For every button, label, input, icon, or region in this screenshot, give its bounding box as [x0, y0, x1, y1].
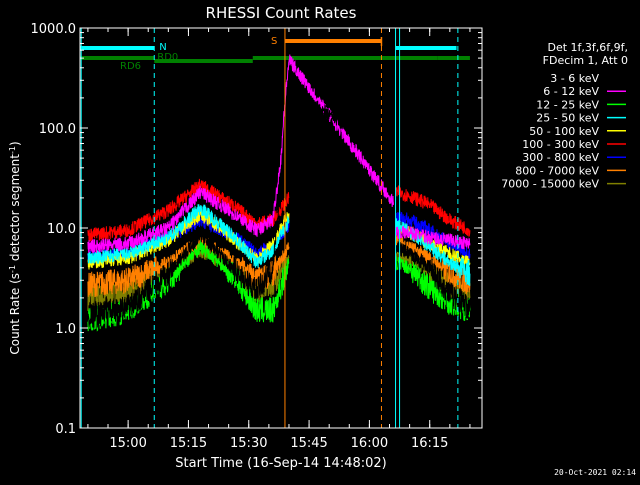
plot-axes: 0.1 1.0 10.0 100.0 1000.0 15:00 15:15 15:30 15:4… — [31, 22, 483, 451]
y-tick-label: 1.0 — [55, 322, 76, 337]
legend-label: 50 - 100 keV — [529, 125, 599, 138]
series-line-3-6keV — [87, 85, 394, 328]
chart-title: RHESSI Count Rates — [206, 4, 357, 22]
time-markers — [80, 28, 459, 428]
y-tick-label: 1000.0 — [31, 22, 77, 37]
night-flag-label: N — [159, 42, 166, 53]
series-line-12-25keV — [87, 240, 290, 332]
legend-label: 12 - 25 keV — [536, 98, 599, 111]
y-tick-label: 0.1 — [55, 422, 76, 437]
rd6-flag-label: RD6 — [120, 61, 141, 72]
legend-label: 25 - 50 keV — [536, 112, 599, 125]
x-axis-label: Start Time (16-Sep-14 14:48:02) — [175, 456, 386, 471]
series-line-6-12keV — [87, 54, 394, 254]
legend-label: 800 - 7000 keV — [515, 164, 599, 177]
x-tick-label: 15:00 — [109, 436, 146, 451]
y-axis-label-end: ) — [8, 141, 22, 146]
legend-label: 6 - 12 keV — [543, 85, 599, 98]
legend-label: 3 - 6 keV — [550, 72, 599, 85]
legend-header: Det 1f,3f,6f,9f, — [547, 41, 628, 54]
legend: Det 1f,3f,6f,9f,FDecim 1, Att 0 3 - 6 keV… — [501, 41, 628, 191]
y-axis-label-sup1: -1 — [8, 265, 17, 273]
y-axis-label-mid: detector segment — [8, 154, 22, 265]
x-tick-label: 16:00 — [351, 436, 388, 451]
y-tick-label: 100.0 — [39, 122, 76, 137]
series-line-25-50keV — [87, 204, 290, 268]
legend-label: 100 - 300 keV — [522, 138, 599, 151]
y-axis-label-main: Count Rate (s — [8, 273, 22, 355]
series-line-3-6keV — [395, 240, 471, 319]
legend-label: 7000 - 15000 keV — [501, 178, 599, 191]
series-line-800-7000keV — [395, 234, 471, 296]
legend-label: 300 - 800 keV — [522, 151, 599, 164]
rd0-flag-label: RD0 — [157, 52, 178, 63]
y-axis-label-sup2: -1 — [8, 146, 17, 154]
x-tick-label: 15:45 — [290, 436, 327, 451]
x-tick-label: 15:30 — [230, 436, 267, 451]
saa-flag-label: S — [271, 36, 277, 47]
legend-header: FDecim 1, Att 0 — [543, 54, 628, 67]
x-tick-label: 15:15 — [170, 436, 207, 451]
series-lines — [87, 54, 471, 332]
y-axis-label: Count Rate (s-1 detector segment-1) — [8, 141, 23, 354]
y-tick-label: 10.0 — [47, 222, 76, 237]
footer-timestamp: 20-Oct-2021 02:14 — [554, 468, 636, 477]
x-tick-label: 16:15 — [411, 436, 448, 451]
